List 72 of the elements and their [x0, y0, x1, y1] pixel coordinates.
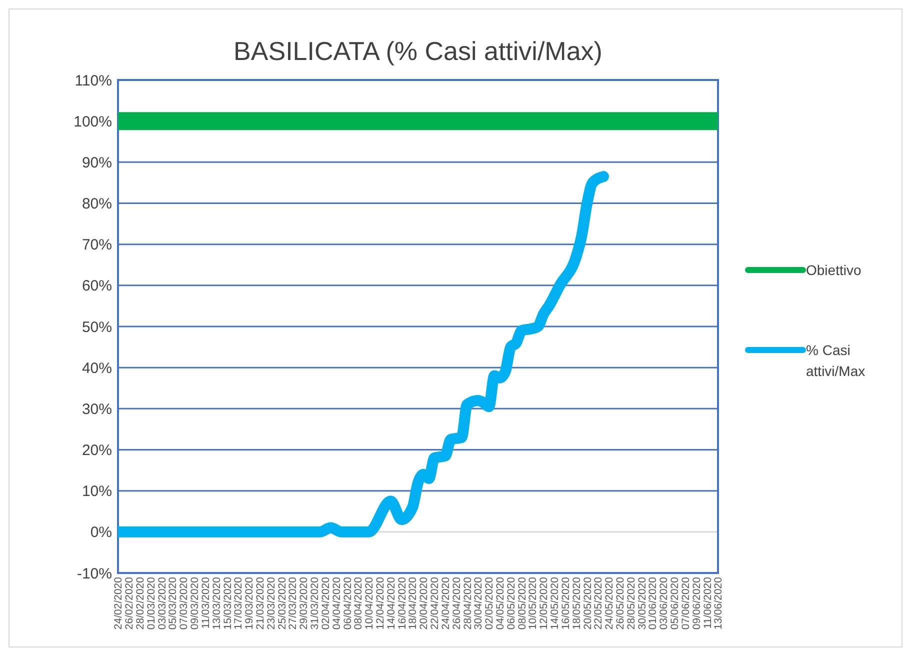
x-tick-label: 30/04/2020: [472, 576, 485, 630]
x-tick-label: 22/05/2020: [592, 576, 605, 630]
y-tick-label: 60%: [82, 278, 112, 295]
y-tick-label: 70%: [82, 236, 112, 254]
x-tick-label: 11/03/2020: [200, 576, 212, 629]
x-tick-label: 16/05/2020: [560, 576, 572, 630]
y-tick-label: 0%: [90, 524, 112, 542]
x-tick-label: 02/04/2020: [320, 576, 332, 630]
x-tick-label: 27/03/2020: [287, 576, 300, 630]
x-tick-label: 26/05/2020: [614, 576, 626, 630]
x-tick-label: 09/06/2020: [690, 576, 703, 630]
x-tick-label: 12/05/2020: [538, 576, 550, 630]
x-tick-label: 19/03/2020: [244, 576, 256, 630]
x-tick-label: 09/03/2020: [189, 576, 202, 630]
x-tick-label: 13/03/2020: [210, 576, 223, 630]
x-tick-label: 04/04/2020: [330, 576, 343, 630]
x-tick-label: 20/04/2020: [418, 576, 430, 630]
x-tick-label: 21/03/2020: [254, 576, 266, 630]
chart-title: BASILICATA (% Casi attivi/Max): [234, 36, 602, 66]
x-tick-label: 18/04/2020: [407, 576, 420, 630]
x-tick-label: 31/03/2020: [309, 576, 322, 630]
x-tick-label: 04/05/2020: [494, 576, 506, 630]
legend-label: % Casi attivi/Max: [806, 342, 866, 379]
x-tick-label: 13/06/2020: [712, 576, 725, 630]
x-tick-label: 03/06/2020: [658, 576, 670, 630]
x-tick-label: 06/05/2020: [505, 576, 518, 630]
x-tick-label: 12/04/2020: [374, 576, 386, 630]
x-tick-label: 30/05/2020: [636, 576, 648, 630]
x-tick-label: 07/06/2020: [680, 576, 692, 630]
x-tick-label: 08/04/2020: [352, 576, 365, 630]
x-tick-label: 11/06/2020: [702, 576, 714, 629]
x-tick-label: 05/03/2020: [167, 576, 180, 630]
y-tick-label: 20%: [82, 442, 112, 459]
y-tick-label: 110%: [74, 72, 112, 90]
x-tick-label: 10/05/2020: [527, 576, 540, 630]
y-tick-label: 40%: [82, 360, 112, 377]
y-tick-label: 50%: [82, 318, 112, 336]
x-tick-label: 22/04/2020: [429, 576, 442, 630]
x-tick-label: 29/03/2020: [298, 576, 310, 630]
x-tick-label: 17/03/2020: [232, 576, 245, 630]
x-tick-label: 14/05/2020: [549, 576, 562, 630]
x-tick-label: 26/02/2020: [124, 576, 136, 630]
x-tick-label: 14/04/2020: [385, 576, 398, 630]
x-tick-label: 23/03/2020: [265, 576, 278, 630]
x-tick-label: 08/05/2020: [516, 576, 528, 630]
legend-label: Obiettivo: [806, 262, 862, 278]
x-tick-label: 07/03/2020: [178, 576, 190, 630]
x-tick-label: 06/04/2020: [342, 576, 354, 630]
y-tick-label: 30%: [82, 400, 112, 418]
y-tick-label: 100%: [74, 113, 112, 130]
x-tick-label: 28/05/2020: [625, 576, 638, 630]
y-tick-label: 10%: [82, 483, 112, 500]
x-tick-label: 28/04/2020: [462, 576, 474, 630]
x-tick-label: 24/04/2020: [440, 576, 452, 630]
x-tick-label: 05/06/2020: [669, 576, 682, 630]
x-tick-label: 10/04/2020: [364, 576, 376, 630]
x-tick-label: 01/03/2020: [145, 576, 158, 630]
x-tick-label: 20/05/2020: [582, 576, 594, 630]
x-tick-label: 26/04/2020: [450, 576, 463, 630]
x-tick-label: 01/06/2020: [647, 576, 660, 630]
y-tick-label: -10%: [76, 565, 112, 582]
x-tick-label: 25/03/2020: [276, 576, 288, 630]
x-tick-label: 16/04/2020: [396, 576, 408, 630]
x-tick-label: 02/05/2020: [484, 576, 496, 630]
x-tick-label: 15/03/2020: [222, 576, 234, 630]
x-tick-label: 18/05/2020: [570, 576, 583, 630]
x-tick-label: 03/03/2020: [156, 576, 168, 630]
x-tick-label: 28/02/2020: [134, 576, 146, 630]
y-tick-label: 90%: [82, 154, 112, 172]
x-tick-label: 24/02/2020: [112, 576, 125, 630]
y-tick-label: 80%: [82, 196, 112, 212]
x-tick-label: 24/05/2020: [604, 576, 616, 630]
